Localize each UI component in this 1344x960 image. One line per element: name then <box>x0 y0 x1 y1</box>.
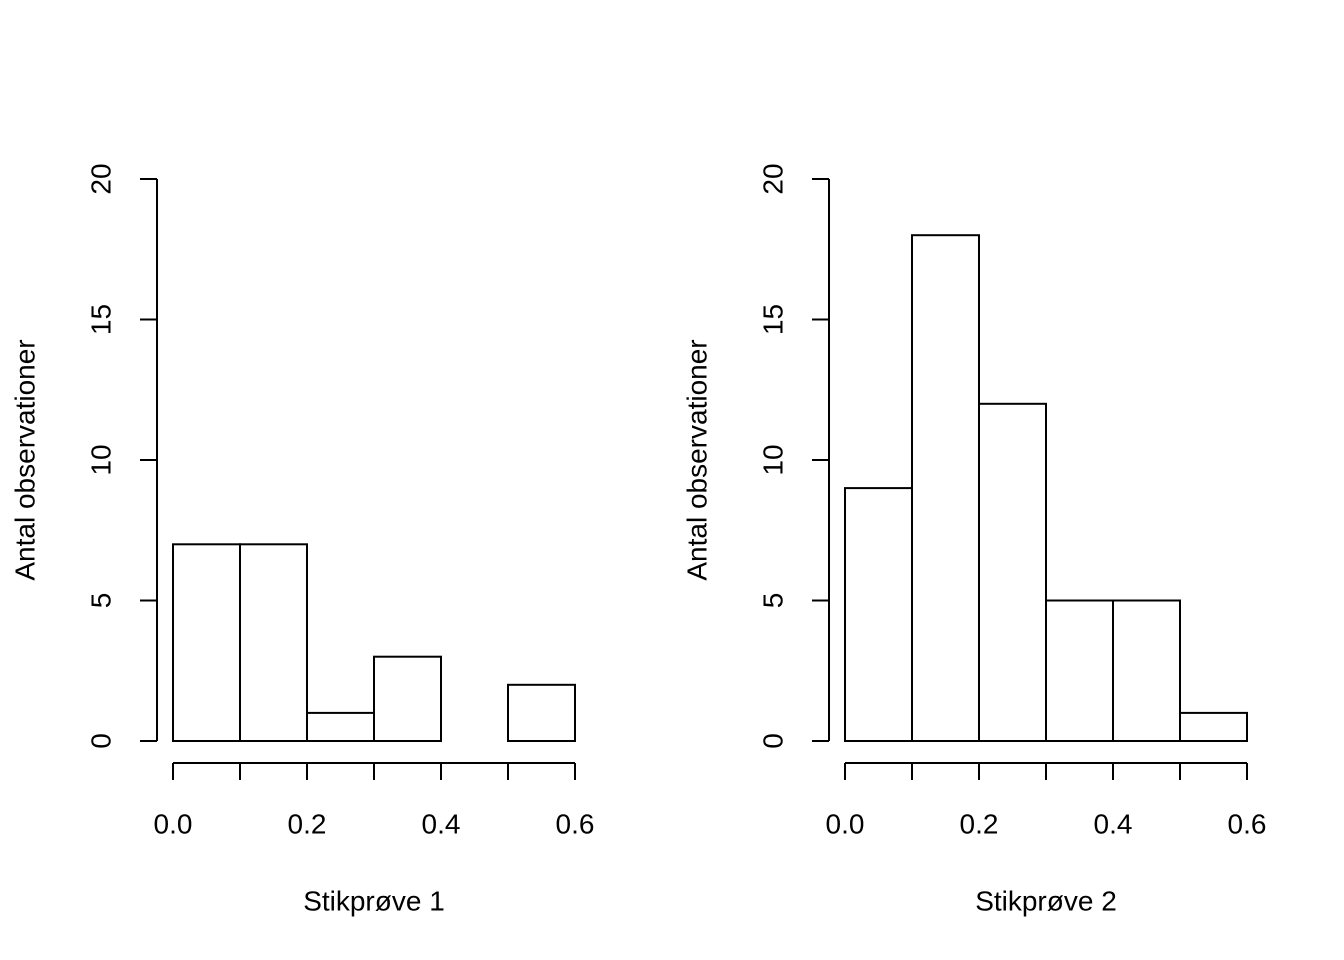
y-axis-label: Antal observationer <box>10 339 41 580</box>
x-tick-label: 0.0 <box>154 809 193 840</box>
y-tick-label: 20 <box>758 163 789 194</box>
y-tick-label: 5 <box>758 593 789 609</box>
histogram-bar <box>911 234 980 742</box>
histogram-bar <box>306 711 375 743</box>
y-tick-label: 20 <box>86 163 117 194</box>
y-tick-label: 10 <box>86 444 117 475</box>
histogram-bar <box>1179 711 1248 743</box>
y-tick-label: 10 <box>758 444 789 475</box>
x-axis-label: Stikprøve 1 <box>303 886 445 917</box>
histogram-bar <box>1045 599 1114 742</box>
histogram-bar <box>978 402 1047 742</box>
histogram-bar <box>239 543 308 742</box>
x-tick-label: 0.0 <box>826 809 865 840</box>
x-tick-label: 0.6 <box>1228 809 1267 840</box>
x-tick-label: 0.4 <box>1094 809 1133 840</box>
y-tick-label: 15 <box>758 304 789 335</box>
x-axis-label: Stikprøve 2 <box>975 886 1117 917</box>
y-tick-label: 5 <box>86 593 117 609</box>
x-tick-label: 0.4 <box>422 809 461 840</box>
y-tick-label: 0 <box>758 733 789 749</box>
x-tick-label: 0.2 <box>288 809 327 840</box>
y-axis-label: Antal observationer <box>682 339 713 580</box>
y-tick-label: 15 <box>86 304 117 335</box>
histogram-bar <box>373 655 442 743</box>
histogram-panel-stikproeve-2: Stikprøve 2 Antal observationer 0 5 10 15 20… <box>682 163 1267 916</box>
x-tick-label: 0.6 <box>556 809 595 840</box>
histogram-panel-stikproeve-1: Stikprøve 1 Antal observationer 0 5 10 15 20… <box>10 163 595 916</box>
y-tick-label: 0 <box>86 733 117 749</box>
x-tick-label: 0.2 <box>960 809 999 840</box>
histogram-bar <box>844 487 913 742</box>
histogram-bar <box>507 683 576 742</box>
histogram-bar <box>172 543 241 742</box>
histogram-bar <box>1112 599 1181 742</box>
